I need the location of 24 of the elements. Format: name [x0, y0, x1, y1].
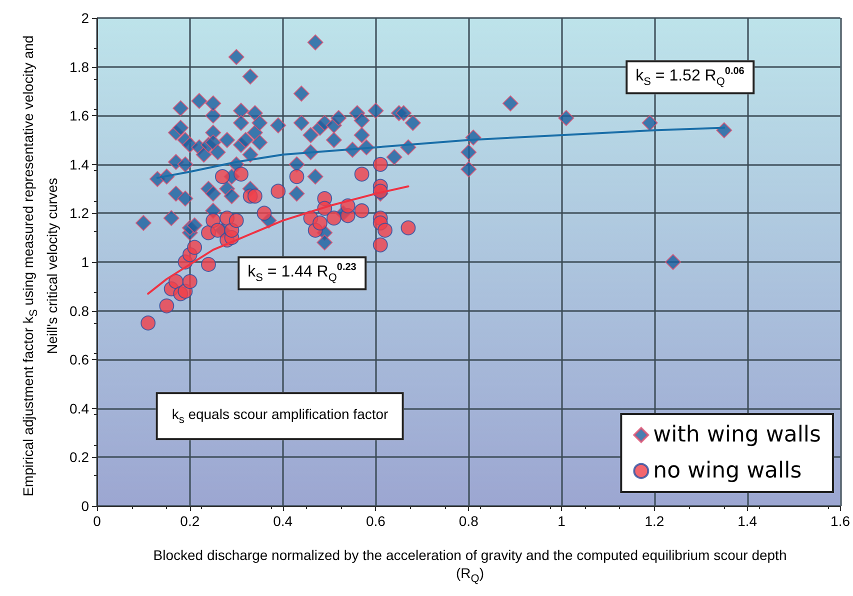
y-tick-label: 0: [81, 498, 90, 514]
y-tick-label: 0.8: [70, 302, 90, 319]
y-tick-label: 1.6: [70, 108, 90, 124]
legend-label: with wing walls: [653, 422, 822, 448]
x-tick-label: 0.2: [180, 513, 200, 529]
x-tick-label: 1.4: [738, 513, 758, 529]
x-tick-label: 1.6: [830, 513, 850, 529]
y-tick-label: 1.4: [70, 156, 90, 172]
annotation: k$_{s}$ equals scour amplification factor: [156, 392, 404, 440]
y-tick-label: 1: [81, 254, 90, 270]
x-tick-label: 1: [558, 513, 566, 529]
x-tick-label: 0.6: [366, 513, 386, 529]
x-tick-label: 0.4: [273, 513, 293, 529]
legend-label: no wing walls: [653, 458, 802, 484]
y-tick-label: 2: [81, 10, 90, 26]
y-tick-label: 0.4: [70, 400, 90, 416]
y-tick-label: 1.2: [70, 205, 90, 222]
x-axis-title: Blocked discharge normalized by the acceleration of gravity and the computed equilibrium scour depth (R$_{Q}$): [152, 546, 788, 587]
y-tick-label: 1.8: [70, 58, 90, 75]
y-tick-label: 0.6: [70, 352, 90, 368]
x-tick-label: 0: [93, 513, 102, 529]
x-tick-label: 1.2: [644, 513, 664, 529]
x-tick-label: 0.8: [458, 513, 479, 529]
y-tick-label: 0.2: [70, 449, 90, 466]
